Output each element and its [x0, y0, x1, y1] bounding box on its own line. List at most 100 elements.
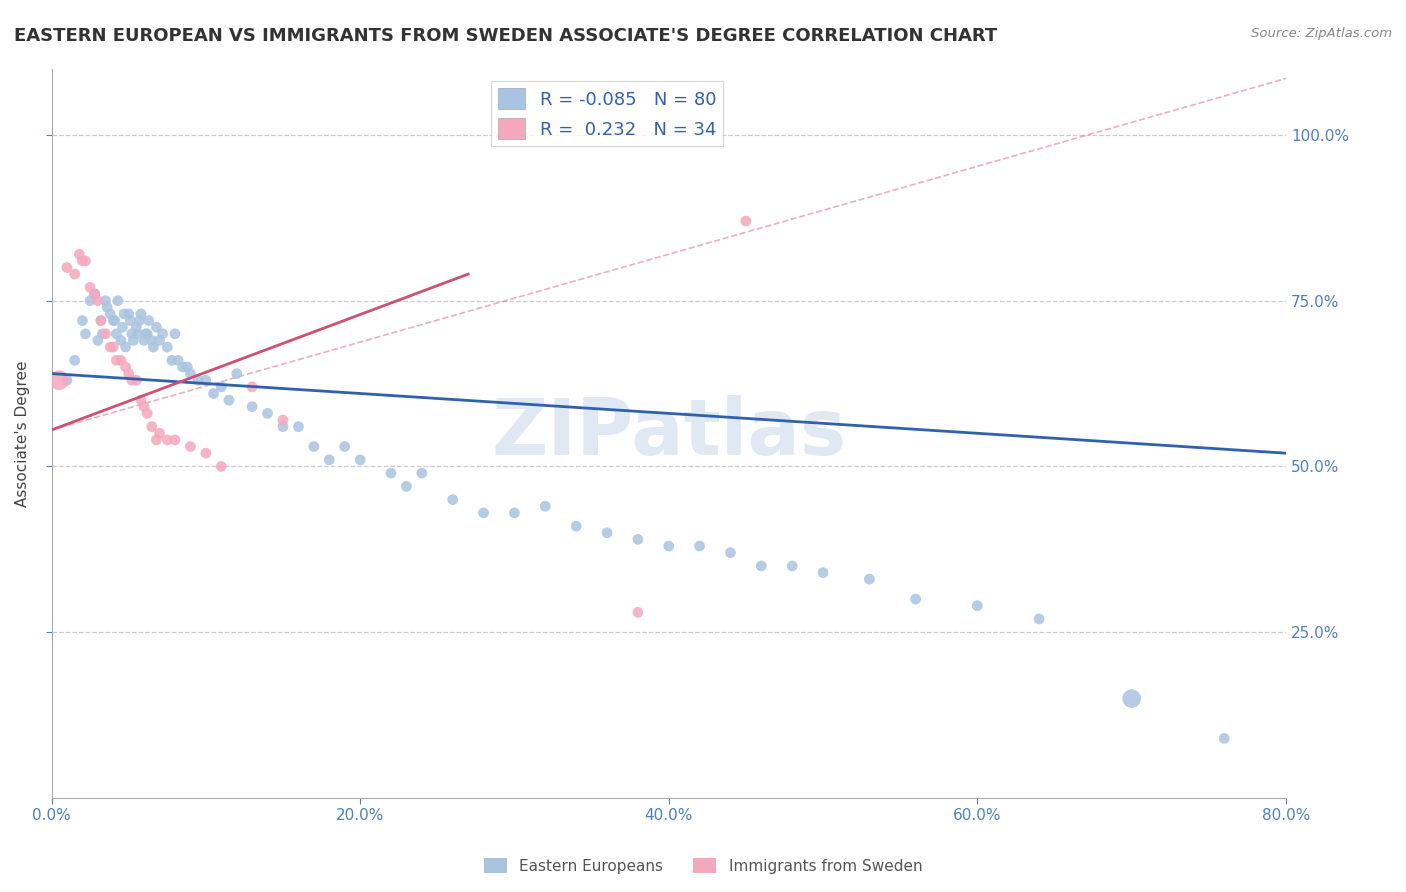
Point	[129, 307, 152, 321]
Point	[79, 280, 101, 294]
Point	[114, 359, 136, 374]
Point	[167, 353, 190, 368]
Point	[67, 247, 90, 261]
Point	[75, 326, 97, 341]
Point	[56, 373, 79, 387]
Point	[142, 340, 165, 354]
Point	[209, 380, 232, 394]
Point	[98, 307, 121, 321]
Point	[349, 452, 371, 467]
Legend: R = -0.085   N = 80, R =  0.232   N = 34: R = -0.085 N = 80, R = 0.232 N = 34	[491, 81, 723, 146]
Point	[83, 287, 105, 301]
Point	[287, 419, 309, 434]
Point	[240, 400, 263, 414]
Point	[96, 300, 118, 314]
Point	[125, 320, 148, 334]
Point	[380, 466, 402, 480]
Point	[112, 307, 135, 321]
Point	[56, 260, 79, 275]
Point	[627, 533, 650, 547]
Point	[111, 320, 134, 334]
Text: Source: ZipAtlas.com: Source: ZipAtlas.com	[1251, 27, 1392, 40]
Point	[120, 313, 142, 327]
Y-axis label: Associate's Degree: Associate's Degree	[15, 360, 30, 507]
Point	[163, 433, 186, 447]
Point	[160, 353, 183, 368]
Point	[318, 452, 340, 467]
Point	[658, 539, 681, 553]
Point	[128, 313, 150, 327]
Point	[136, 326, 159, 341]
Point	[441, 492, 464, 507]
Point	[103, 313, 125, 327]
Point	[333, 440, 356, 454]
Point	[110, 334, 132, 348]
Point	[72, 253, 94, 268]
Point	[1028, 612, 1050, 626]
Point	[720, 546, 742, 560]
Point	[411, 466, 433, 480]
Point	[127, 326, 149, 341]
Point	[122, 334, 145, 348]
Point	[138, 313, 160, 327]
Point	[256, 406, 278, 420]
Point	[176, 359, 198, 374]
Point	[91, 326, 114, 341]
Point	[904, 592, 927, 607]
Point	[1121, 691, 1143, 706]
Point	[156, 433, 179, 447]
Point	[63, 267, 86, 281]
Point	[94, 293, 117, 308]
Point	[132, 334, 155, 348]
Point	[240, 380, 263, 394]
Point	[156, 340, 179, 354]
Point	[1213, 731, 1236, 746]
Point	[136, 406, 159, 420]
Point	[63, 353, 86, 368]
Point	[225, 367, 247, 381]
Point	[780, 558, 803, 573]
Point	[179, 367, 201, 381]
Point	[121, 326, 143, 341]
Point	[105, 326, 128, 341]
Point	[172, 359, 194, 374]
Point	[858, 572, 880, 586]
Point	[121, 373, 143, 387]
Point	[103, 340, 125, 354]
Text: ZIPatlas: ZIPatlas	[491, 395, 846, 471]
Point	[534, 500, 557, 514]
Point	[152, 326, 174, 341]
Point	[145, 433, 167, 447]
Point	[87, 293, 110, 308]
Point	[194, 373, 217, 387]
Point	[141, 419, 163, 434]
Point	[90, 313, 112, 327]
Point	[118, 307, 141, 321]
Legend: Eastern Europeans, Immigrants from Sweden: Eastern Europeans, Immigrants from Swede…	[478, 852, 928, 880]
Point	[627, 606, 650, 620]
Point	[194, 446, 217, 460]
Point	[202, 386, 225, 401]
Point	[148, 334, 170, 348]
Point	[179, 440, 201, 454]
Point	[79, 293, 101, 308]
Point	[209, 459, 232, 474]
Point	[94, 326, 117, 341]
Point	[75, 253, 97, 268]
Point	[187, 373, 209, 387]
Point	[735, 214, 758, 228]
Text: EASTERN EUROPEAN VS IMMIGRANTS FROM SWEDEN ASSOCIATE'S DEGREE CORRELATION CHART: EASTERN EUROPEAN VS IMMIGRANTS FROM SWED…	[14, 27, 997, 45]
Point	[141, 334, 163, 348]
Point	[83, 287, 105, 301]
Point	[271, 413, 294, 427]
Point	[98, 340, 121, 354]
Point	[596, 525, 619, 540]
Point	[689, 539, 711, 553]
Point	[87, 334, 110, 348]
Point	[503, 506, 526, 520]
Point	[110, 353, 132, 368]
Point	[114, 340, 136, 354]
Point	[105, 353, 128, 368]
Point	[90, 313, 112, 327]
Point	[395, 479, 418, 493]
